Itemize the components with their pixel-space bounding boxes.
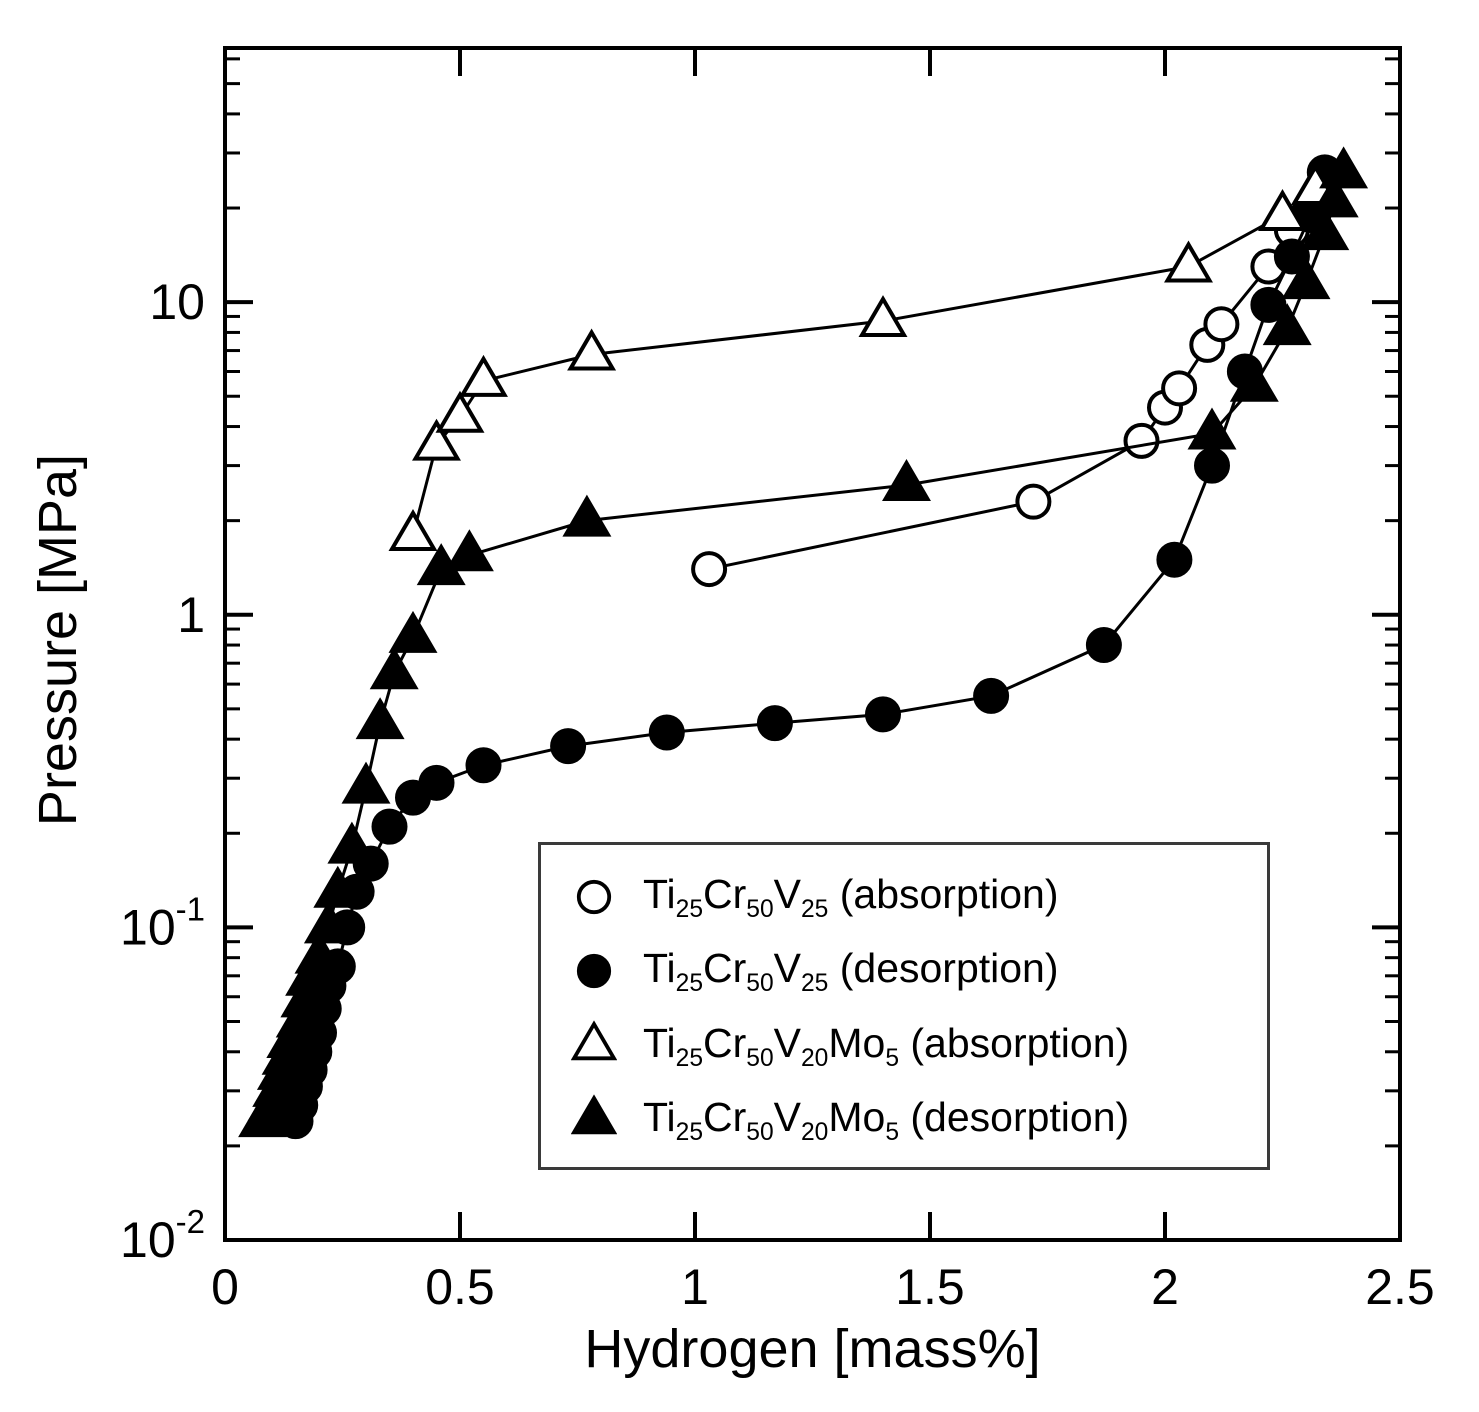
x-tick-label: 2 — [1151, 1259, 1179, 1315]
legend-item: Ti25Cr50V20Mo5 (desorption) — [571, 1093, 1237, 1147]
data-point — [1085, 627, 1122, 664]
legend-item: Ti25Cr50V25 (desorption) — [571, 945, 1237, 998]
x-axis: 0 0.5 1 1.5 2 2.5 — [211, 48, 1435, 1315]
legend-label: Ti25Cr50V25 (absorption) — [643, 871, 1059, 924]
data-point — [973, 677, 1010, 714]
circle-filled-icon — [576, 953, 612, 988]
data-point — [1229, 359, 1279, 402]
data-point — [369, 647, 419, 690]
data-point — [1281, 257, 1331, 300]
data-point — [882, 459, 931, 502]
data-point — [266, 1015, 316, 1058]
data-point — [858, 295, 908, 338]
data-point — [1194, 447, 1230, 484]
data-point — [1258, 189, 1307, 231]
data-point — [571, 1094, 617, 1135]
series-line — [411, 187, 1317, 536]
plot-frame — [223, 46, 1402, 1242]
data-point — [371, 808, 408, 845]
y-tick-label: 1 — [177, 587, 205, 643]
axes: 10-2 10-1 1 10 0 0.5 1 1.5 2 2.5 — [120, 48, 1435, 1315]
legend-label: Ti25Cr50V20Mo5 (absorption) — [643, 1019, 1130, 1072]
legend-item: Ti25Cr50V25 (absorption) — [571, 871, 1237, 924]
legend-label: Ti25Cr50V20Mo5 (desorption) — [643, 1093, 1130, 1147]
x-tick-label: 0.5 — [425, 1259, 495, 1315]
data-point — [576, 879, 612, 914]
data-point — [355, 697, 405, 740]
data-point — [1156, 541, 1193, 578]
y-axis-title: Pressure [MPa] — [28, 453, 88, 827]
legend-item: Ti25Cr50V20Mo5 (absorption) — [571, 1019, 1237, 1072]
data-point — [435, 390, 485, 433]
data-point — [412, 418, 461, 461]
x-tick-label: 1 — [681, 1259, 709, 1315]
data-point — [1250, 286, 1287, 323]
data-point — [550, 728, 587, 765]
y-tick-label: 10-1 — [120, 890, 205, 955]
data-point — [571, 1020, 617, 1061]
y-tick-label: 10 — [149, 274, 205, 330]
data-point — [388, 610, 438, 653]
data-point — [562, 494, 612, 537]
series-0 — [691, 190, 1329, 588]
data-point — [1187, 407, 1237, 450]
data-point — [1164, 240, 1213, 283]
data-point — [691, 551, 728, 588]
data-point — [327, 821, 377, 864]
series-2 — [388, 163, 1340, 551]
data-point — [280, 975, 330, 1018]
triangle-filled-icon — [571, 1094, 617, 1135]
data-point — [459, 354, 508, 397]
data-point — [285, 953, 335, 996]
data-point — [576, 953, 612, 988]
data-point — [756, 705, 793, 742]
data-point — [1203, 306, 1240, 343]
x-tick-label: 2.5 — [1365, 1259, 1435, 1315]
legend-label: Ti25Cr50V25 (desorption) — [643, 945, 1059, 998]
x-tick-label: 0 — [211, 1259, 239, 1315]
data-point — [648, 714, 685, 751]
data-point — [444, 529, 494, 572]
data-point — [465, 747, 502, 784]
circle-open-icon — [576, 879, 612, 914]
data-point — [418, 764, 455, 801]
data-point — [1161, 370, 1198, 407]
y-tick-label: 10-2 — [120, 1203, 205, 1268]
x-tick-label: 1.5 — [895, 1259, 965, 1315]
data-point — [1300, 208, 1350, 251]
data-point — [1262, 303, 1312, 346]
data-point — [567, 328, 617, 371]
data-point — [1015, 483, 1052, 520]
data-point — [294, 931, 344, 974]
x-axis-title: Hydrogen [mass%] — [584, 1319, 1041, 1379]
triangle-open-icon — [571, 1020, 617, 1061]
data-point — [275, 995, 325, 1038]
data-point — [1273, 238, 1310, 275]
data-point — [1309, 175, 1359, 218]
data-point — [865, 696, 901, 733]
data-point — [303, 901, 353, 944]
y-minor-ticks — [225, 57, 1400, 1148]
data-point — [1123, 422, 1160, 459]
data-point — [313, 865, 363, 908]
series-3 — [238, 146, 1369, 1138]
data-point — [341, 761, 391, 804]
data-point — [388, 508, 438, 551]
y-axis: 10-2 10-1 1 10 — [120, 274, 1400, 1268]
series-line — [708, 207, 1312, 571]
data-point — [1319, 146, 1369, 189]
chart-legend: Ti25Cr50V25 (absorption) Ti25Cr50V25 (des… — [538, 842, 1270, 1170]
